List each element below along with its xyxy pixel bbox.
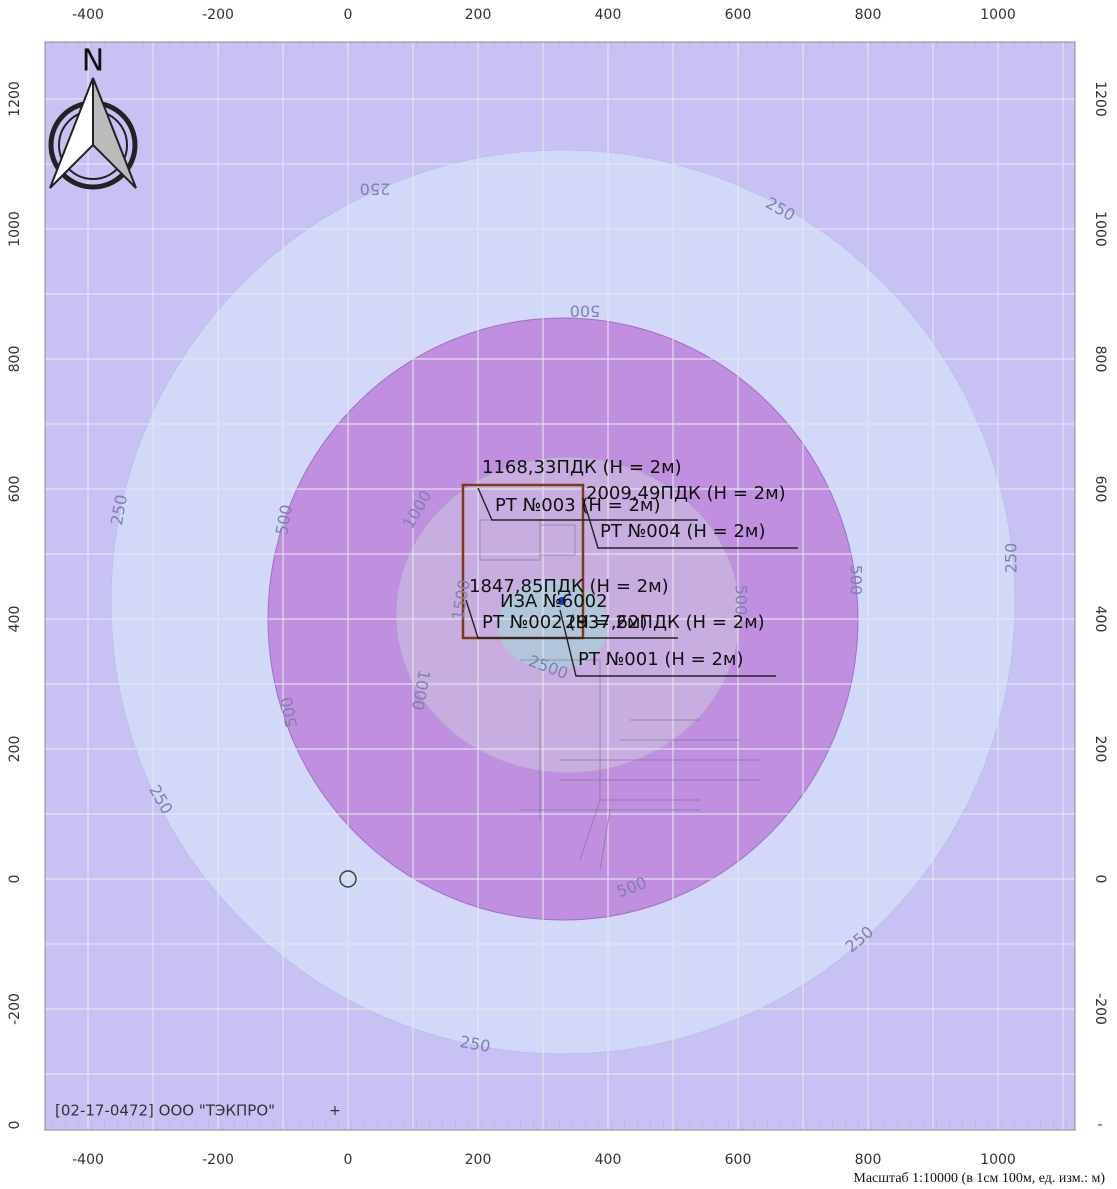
contour-label: 500 bbox=[847, 565, 866, 596]
contour-label: 500 bbox=[570, 302, 601, 321]
y-tick-label: 1200 bbox=[1092, 81, 1108, 117]
y-tick-label: 1000 bbox=[1092, 211, 1108, 247]
grid bbox=[45, 42, 1075, 1130]
y-tick-label: 1200 bbox=[7, 81, 23, 117]
y-tick-label: 800 bbox=[1092, 346, 1108, 373]
ruler-bottom bbox=[45, 1120, 1075, 1130]
x-tick-label: 0 bbox=[344, 7, 353, 23]
y-tick-label: 800 bbox=[7, 346, 23, 373]
map-area bbox=[45, 42, 1075, 1130]
frame bbox=[44, 41, 1076, 1131]
y-tick-label: 0 bbox=[7, 875, 23, 884]
x-tick-label: 800 bbox=[855, 7, 882, 23]
ruler-top bbox=[45, 42, 1075, 52]
x-tick-label: 1000 bbox=[980, 1152, 1016, 1168]
y-tick-label: 200 bbox=[7, 736, 23, 763]
x-tick-label: -200 bbox=[202, 7, 234, 23]
source-label: ИЗА №6002 bbox=[500, 591, 608, 612]
x-tick-label: 400 bbox=[595, 7, 622, 23]
y-tick-label: -200 bbox=[1092, 993, 1108, 1025]
y-tick-label: 600 bbox=[1092, 476, 1108, 503]
point-name: РТ №002 (Н = 2м) bbox=[482, 612, 648, 633]
y-tick-label: 200 bbox=[1092, 736, 1108, 763]
point-name: РТ №001 (Н = 2м) bbox=[578, 649, 744, 670]
y-tick-label: 400 bbox=[7, 606, 23, 633]
y-tick-label: 0 bbox=[1092, 875, 1108, 884]
contour-label: 250 bbox=[360, 180, 391, 199]
point-value: 2009,49ПДК (Н = 2м) bbox=[586, 483, 786, 504]
point-name: РТ №004 (Н = 2м) bbox=[600, 521, 766, 542]
point-value: 1168,33ПДК (Н = 2м) bbox=[482, 457, 682, 478]
site-plan bbox=[479, 519, 760, 871]
x-tick-label: 200 bbox=[465, 1152, 492, 1168]
point-name: РТ №003 (Н = 2м) bbox=[495, 495, 661, 516]
scale-note: Масштаб 1:10000 (в 1см 100м, ед. изм.: м… bbox=[853, 1171, 1105, 1186]
x-tick-label: 0 bbox=[344, 1152, 353, 1168]
x-tick-label: 800 bbox=[855, 1152, 882, 1168]
center-marker: + bbox=[329, 1103, 341, 1119]
y-tick-label: 1000 bbox=[7, 211, 23, 247]
x-tick-label: 600 bbox=[725, 1152, 752, 1168]
contour-label: 250 bbox=[1002, 543, 1021, 574]
north-arrow: N bbox=[48, 44, 138, 190]
edge-label: 0 bbox=[7, 1121, 23, 1130]
edge-label: - bbox=[1097, 1117, 1102, 1133]
source-marker bbox=[558, 597, 566, 605]
x-tick-label: 200 bbox=[465, 7, 492, 23]
x-tick-label: -200 bbox=[202, 1152, 234, 1168]
point-value: 1847,85ПДК (Н = 2м) bbox=[469, 576, 669, 597]
y-tick-label: 400 bbox=[1092, 606, 1108, 633]
x-tick-label: -400 bbox=[72, 7, 104, 23]
zone-2500 bbox=[498, 580, 608, 670]
x-tick-label: 1000 bbox=[980, 7, 1016, 23]
y-tick-label: 600 bbox=[7, 476, 23, 503]
origin-marker bbox=[339, 870, 357, 888]
organization: [02-17-0472] ООО "ТЭКПРО" bbox=[55, 1102, 275, 1120]
x-tick-label: 400 bbox=[595, 1152, 622, 1168]
x-tick-label: -400 bbox=[72, 1152, 104, 1168]
y-tick-label: -200 bbox=[7, 993, 23, 1025]
point-value: 2937,62ПДК (Н = 2м) bbox=[565, 612, 765, 633]
north-label: N bbox=[82, 44, 104, 79]
contour-label: 500 bbox=[732, 585, 751, 616]
x-tick-label: 600 bbox=[725, 7, 752, 23]
leader-lines bbox=[465, 487, 798, 677]
